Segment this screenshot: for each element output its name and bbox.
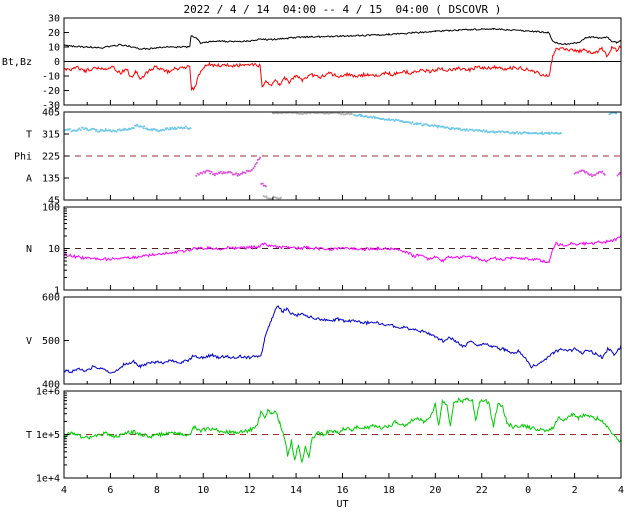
series-phi-away-c	[573, 169, 606, 178]
x-axis: 4 6 8 10 12 14 16 18 20 22 0 2 4 UT	[61, 485, 624, 510]
ticks	[63, 111, 622, 201]
y-tick-label: 1	[54, 286, 60, 297]
ticks	[63, 390, 622, 479]
x-tick-label: 18	[383, 485, 395, 496]
panel-bt-bz: 30 20 10 0 -10 -20 -30 Bt,Bz	[2, 14, 622, 112]
y-tick-label: 400	[42, 380, 60, 391]
series-N	[64, 234, 621, 264]
x-tick-label: 12	[244, 485, 256, 496]
y-tick-label: 405	[42, 108, 60, 119]
y-tick-label: 500	[42, 336, 60, 347]
y-tick-label: 135	[42, 174, 60, 185]
x-tick-label: 16	[336, 485, 348, 496]
series-phi-away-a	[195, 156, 262, 177]
series-T	[64, 397, 621, 464]
y-tick-label: 10	[48, 43, 60, 54]
series-Bz	[64, 45, 621, 92]
series-phi-mixed-low	[262, 195, 282, 200]
y-tick-label: -20	[42, 86, 60, 97]
ticks	[63, 206, 622, 291]
series-phi-toward-b	[353, 113, 562, 136]
y-labels: 600 500 400 V	[26, 293, 60, 391]
y-axis-unit-label: N	[26, 244, 32, 255]
series-phi-away-b	[260, 182, 267, 188]
chart-title: 2022 / 4 / 14 04:00 -- 4 / 15 04:00 ( DS…	[183, 3, 502, 16]
x-tick-label: 2	[572, 485, 578, 496]
panel-density: 100 10 1 N	[26, 203, 622, 297]
series-V	[64, 305, 621, 374]
x-tick-label: 0	[525, 485, 531, 496]
panel-phi: 405 315 225 135 45 T Phi A	[14, 108, 622, 207]
y-axis-unit-label: Bt,Bz	[2, 57, 32, 68]
ticks	[63, 17, 622, 106]
y-labels: 100 10 1 N	[26, 203, 60, 297]
x-tick-label: 14	[290, 485, 302, 496]
y-tick-label: -10	[42, 72, 60, 83]
y-tick-label: 1e+4	[36, 474, 60, 485]
y-tick-label: 225	[42, 152, 60, 163]
y-tick-label: 20	[48, 28, 60, 39]
y-tick-label: 100	[42, 203, 60, 214]
x-tick-label: 8	[154, 485, 160, 496]
ticks	[63, 296, 622, 385]
y-axis-unit-label: T	[26, 430, 32, 441]
y-tick-label: 0	[54, 57, 60, 68]
series-Bt	[64, 27, 621, 50]
y-labels: 30 20 10 0 -10 -20 -30 Bt,Bz	[2, 14, 60, 112]
series-phi-away-d	[616, 171, 621, 177]
y-tick-label: 600	[42, 293, 60, 304]
y-labels: 405 315 225 135 45 T Phi A	[14, 108, 60, 207]
y-tick-label: -30	[42, 101, 60, 112]
axis-box	[63, 296, 622, 385]
x-tick-label: 20	[429, 485, 441, 496]
y-axis-unit-label: T	[26, 130, 32, 141]
panel-temperature: 1e+6 1e+5 1e+4 T	[26, 387, 622, 485]
x-tick-label: 6	[107, 485, 113, 496]
y-tick-label: 1e+6	[36, 387, 60, 398]
x-tick-label: 4	[618, 485, 624, 496]
y-tick-label: 315	[42, 130, 60, 141]
y-tick-label: 45	[48, 196, 60, 207]
x-tick-label: 10	[197, 485, 209, 496]
y-tick-label: 30	[48, 14, 60, 25]
y-labels: 1e+6 1e+5 1e+4 T	[26, 387, 60, 485]
x-axis-label: UT	[336, 499, 348, 510]
x-tick-label: 22	[476, 485, 488, 496]
y-axis-unit-label: A	[26, 174, 32, 185]
panel-speed: 600 500 400 V	[26, 293, 622, 391]
y-tick-label: 10	[48, 244, 60, 255]
x-tick-label: 4	[61, 485, 67, 496]
y-tick-label: 1e+5	[36, 430, 60, 441]
y-axis-unit-label: V	[26, 336, 32, 347]
y-axis-unit-label: Phi	[14, 152, 32, 163]
series-phi-toward-a	[64, 123, 192, 133]
